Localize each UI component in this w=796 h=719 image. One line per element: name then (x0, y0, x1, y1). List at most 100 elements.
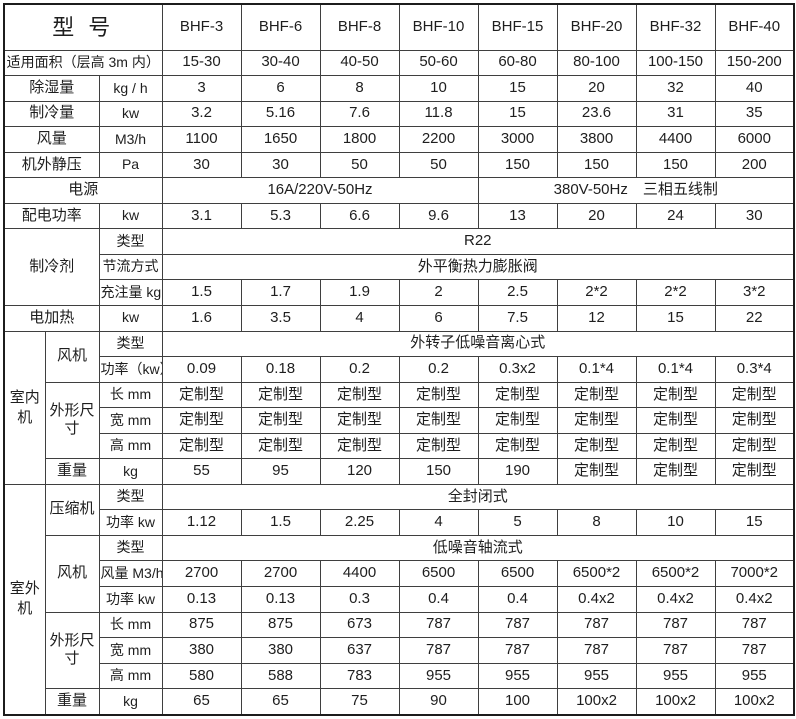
model-header-cell: BHF-3 (161, 3, 242, 51)
value-cell: 60-80 (477, 49, 558, 77)
value-cell: 15 (477, 100, 558, 128)
value-cell: 3000 (477, 126, 558, 153)
value-cell: 13 (477, 202, 558, 230)
value-cell: 定制型 (635, 432, 716, 460)
value-cell: 787 (714, 611, 795, 639)
value-cell: 15 (635, 304, 716, 332)
value-cell: 5 (477, 509, 558, 536)
sublabel-indoor-fan-type: 类型 (98, 330, 163, 358)
spec-table: 型 号 BHF-3 BHF-6 BHF-8 BHF-10 BHF-15 BHF-20 BHF… (3, 3, 795, 716)
value-cell: 5.16 (240, 100, 321, 128)
unit-electric-heater: kw (98, 304, 163, 332)
value-cell: 120 (319, 458, 400, 485)
model-header-cell: BHF-40 (714, 3, 795, 51)
value-cell: 0.2 (319, 356, 400, 383)
value-cell: 2700 (240, 560, 321, 587)
value-cell: 定制型 (161, 381, 242, 409)
row-power-distribution: 配电功率 kw 3.1 5.3 6.6 9.6 13 20 24 30 (3, 202, 795, 230)
value-cell: 4 (398, 509, 479, 536)
group-label-outdoor-compressor: 压缩机 (44, 483, 100, 536)
value-cell: 6.6 (319, 202, 400, 230)
group-label-indoor-fan: 风机 (44, 330, 100, 383)
value-cell: 580 (161, 662, 242, 690)
value-cell: 955 (714, 662, 795, 690)
value-cell: 100-150 (635, 49, 716, 77)
refrigerant-type-value: R22 (161, 228, 795, 255)
value-cell: 787 (398, 611, 479, 639)
value-cell: 6500 (477, 560, 558, 587)
value-cell: 22 (714, 304, 795, 332)
value-cell: 787 (635, 611, 716, 639)
row-air-volume: 风量 M3/h 1100 1650 1800 2200 3000 3800 4400 6000 (3, 126, 795, 153)
value-cell: 定制型 (635, 458, 716, 485)
value-cell: 673 (319, 611, 400, 639)
value-cell: 1100 (161, 126, 242, 153)
value-cell: 40 (714, 75, 795, 102)
model-header-cell: BHF-6 (240, 3, 321, 51)
value-cell: 定制型 (477, 407, 558, 434)
value-cell: 1.12 (161, 509, 242, 536)
value-cell: 定制型 (556, 381, 637, 409)
row-outdoor-fan-power: 功率 kw 0.13 0.13 0.3 0.4 0.4 0.4x2 0.4x2 0.4x2 (4, 585, 795, 613)
row-outdoor-fan-airflow: 风量 M3/h 2700 2700 4400 6500 6500 6500*2 6500*2… (4, 560, 795, 587)
value-cell: 15 (714, 509, 795, 536)
value-cell: 65 (240, 688, 321, 716)
value-cell: 3800 (556, 126, 637, 153)
value-cell: 8 (556, 509, 637, 536)
row-power-supply: 电源 16A/220V-50Hz 380V-50Hz 三相五线制 (3, 177, 795, 204)
sublabel-indoor-fan-power: 功率（kw） (98, 356, 163, 383)
value-cell: 10 (635, 509, 716, 536)
group-label-outdoor-fan: 风机 (44, 534, 100, 613)
value-cell: 11.8 (398, 100, 479, 128)
value-cell: 80-100 (556, 49, 637, 77)
header-row: 型 号 BHF-3 BHF-6 BHF-8 BHF-10 BHF-15 BHF-20 BHF… (3, 3, 795, 51)
value-cell: 定制型 (398, 381, 479, 409)
value-cell: 定制型 (714, 381, 795, 409)
power-supply-left-value: 16A/220V-50Hz (161, 177, 479, 204)
sublabel-indoor-height: 高 mm (98, 432, 163, 460)
value-cell: 定制型 (635, 381, 716, 409)
value-cell: 55 (161, 458, 242, 485)
value-cell: 定制型 (477, 381, 558, 409)
value-cell: 定制型 (714, 432, 795, 460)
sublabel-outdoor-fan-power: 功率 kw (98, 585, 163, 613)
group-label-indoor-weight: 重量 (44, 458, 100, 485)
value-cell: 65 (161, 688, 242, 716)
value-cell: 3.2 (161, 100, 242, 128)
unit-outdoor-weight: kg (98, 688, 163, 716)
value-cell: 8 (319, 75, 400, 102)
row-outdoor-compressor-type: 室外机 压缩机 类型 全封闭式 (3, 483, 795, 716)
row-outdoor-height: 高 mm 580 588 783 955 955 955 955 955 (4, 662, 795, 690)
value-cell: 定制型 (714, 407, 795, 434)
row-outdoor-compressor-power: 功率 kw 1.12 1.5 2.25 4 5 8 10 15 (4, 509, 795, 536)
value-cell: 2*2 (635, 279, 716, 306)
value-cell: 1.6 (161, 304, 242, 332)
value-cell: 20 (556, 75, 637, 102)
value-cell: 0.4x2 (635, 585, 716, 613)
value-cell: 3.5 (240, 304, 321, 332)
value-cell: 787 (556, 637, 637, 664)
value-cell: 0.13 (240, 585, 321, 613)
value-cell: 1.5 (240, 509, 321, 536)
sublabel-outdoor-compressor-power: 功率 kw (98, 509, 163, 536)
power-supply-right-value: 380V-50Hz 三相五线制 (477, 177, 795, 204)
value-cell: 定制型 (161, 407, 242, 434)
value-cell: 2.5 (477, 279, 558, 306)
value-cell: 787 (556, 611, 637, 639)
value-cell: 0.3 (319, 585, 400, 613)
value-cell: 787 (398, 637, 479, 664)
value-cell: 定制型 (319, 432, 400, 460)
value-cell: 12 (556, 304, 637, 332)
value-cell: 588 (240, 662, 321, 690)
row-label-airflow: 风量 (3, 126, 100, 153)
unit-cooling: kw (98, 100, 163, 128)
group-label-indoor-dimensions: 外形尺寸 (44, 381, 100, 460)
sublabel-outdoor-length: 长 mm (98, 611, 163, 639)
value-cell: 定制型 (556, 432, 637, 460)
row-electric-heater: 电加热 kw 1.6 3.5 4 6 7.5 12 15 22 (3, 304, 795, 332)
value-cell: 4400 (635, 126, 716, 153)
value-cell: 2 (398, 279, 479, 306)
value-cell: 0.1*4 (635, 356, 716, 383)
row-refrigerant-throttle: 节流方式 外平衡热力膨胀阀 (4, 253, 795, 281)
row-outdoor-fan-type: 风机 类型 低噪音轴流式 (4, 534, 795, 613)
